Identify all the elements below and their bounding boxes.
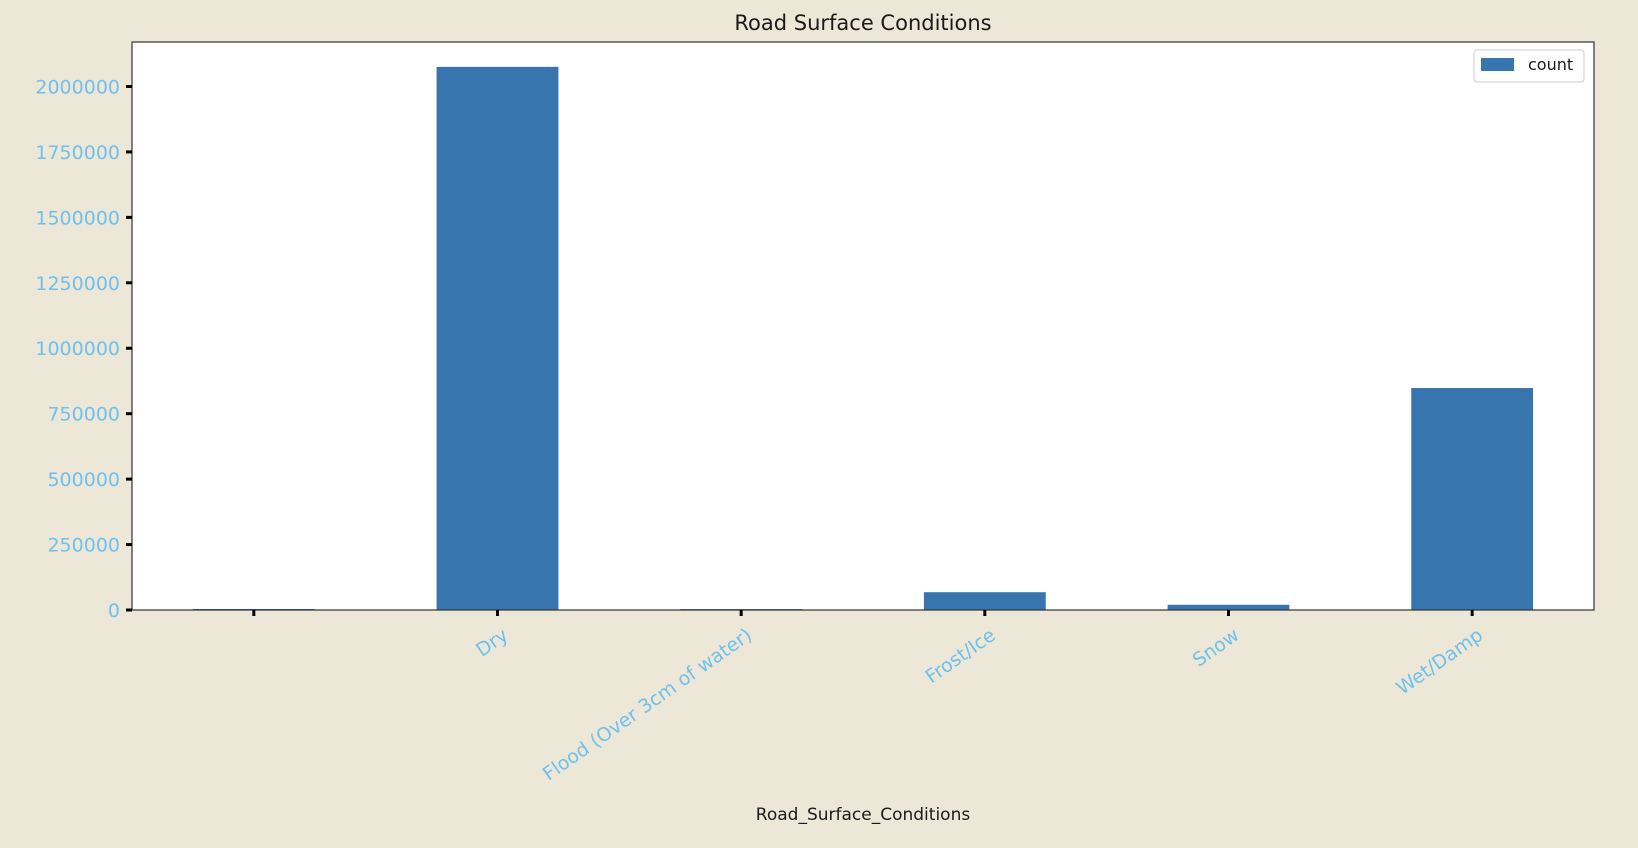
y-tick-label: 1250000 bbox=[35, 273, 120, 295]
plot-frame bbox=[131, 41, 1595, 611]
x-tick-label: Flood (Over 3cm of water) bbox=[539, 624, 756, 785]
y-tick-label: 0 bbox=[108, 600, 120, 622]
legend: count bbox=[1473, 49, 1585, 83]
bar-4 bbox=[1167, 604, 1290, 610]
legend-swatch bbox=[1481, 58, 1514, 71]
y-tick-label: 2000000 bbox=[35, 76, 120, 98]
x-tick-label: Dry bbox=[472, 624, 512, 661]
y-tick-label: 500000 bbox=[47, 469, 120, 491]
x-tick-label: Wet/Damp bbox=[1392, 624, 1487, 699]
y-axis: 0 250000 500000 750000 1000000 1250000 1500000… bbox=[35, 76, 132, 622]
legend-label-count: count bbox=[1528, 55, 1573, 74]
x-tick-label: Snow bbox=[1189, 624, 1244, 671]
bar-1 bbox=[436, 66, 559, 611]
bars-layer bbox=[192, 66, 1534, 611]
chart-title: Road Surface Conditions bbox=[734, 11, 991, 35]
x-axis-label: Road_Surface_Conditions bbox=[756, 805, 971, 825]
y-tick-label: 250000 bbox=[47, 535, 120, 557]
y-tick-label: 1750000 bbox=[35, 142, 120, 164]
x-axis: Dry Flood (Over 3cm of water) Frost/Ice Sno… bbox=[252, 610, 1487, 785]
y-tick-label: 1000000 bbox=[35, 338, 120, 360]
bar-5 bbox=[1411, 388, 1534, 610]
y-tick-label: 1500000 bbox=[35, 207, 120, 229]
y-tick-label: 750000 bbox=[47, 404, 120, 426]
plot-area bbox=[132, 42, 1594, 610]
x-tick-label: Frost/Ice bbox=[921, 624, 999, 688]
bar-3 bbox=[923, 592, 1046, 610]
